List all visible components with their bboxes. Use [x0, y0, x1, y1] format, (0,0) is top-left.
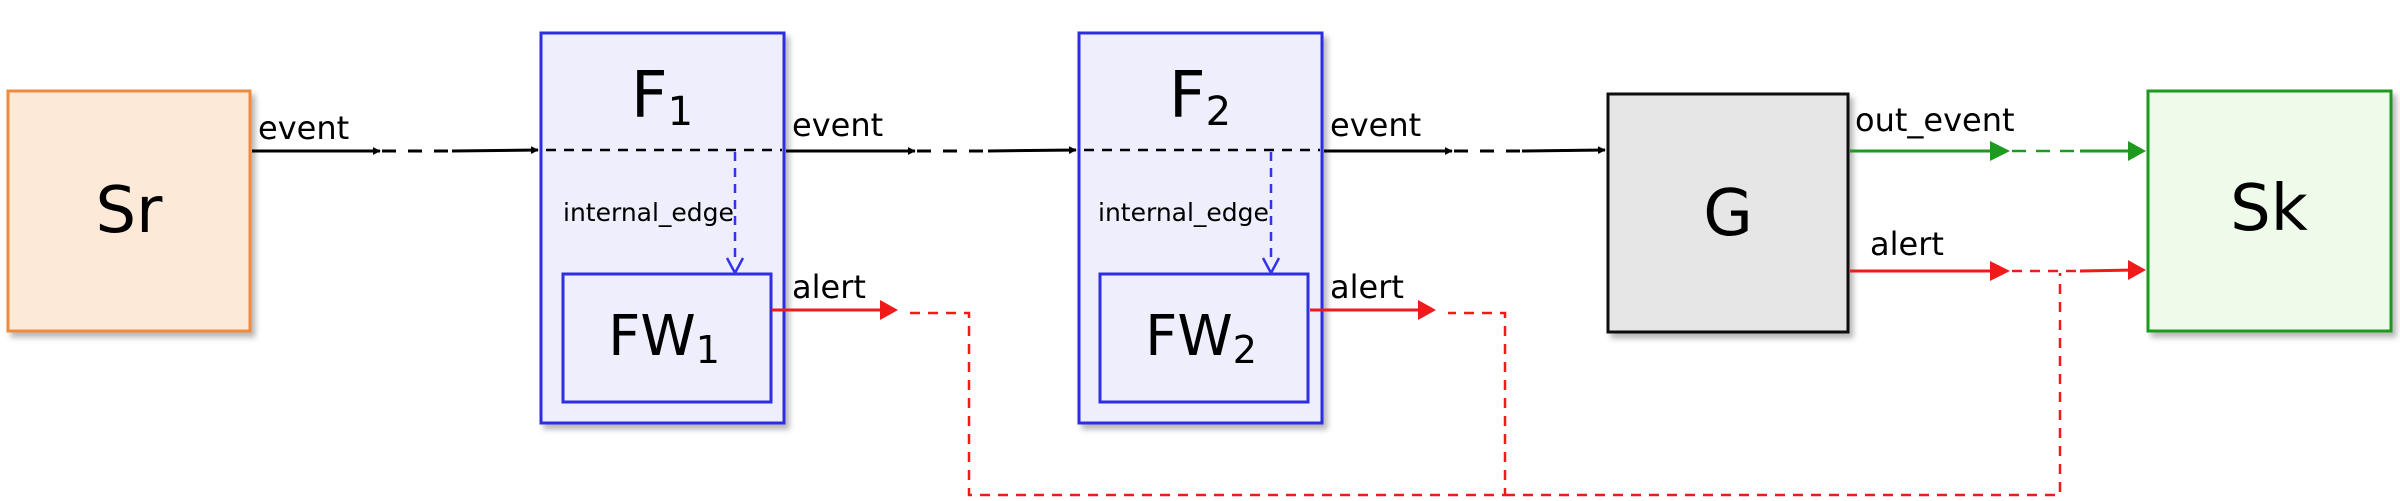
edge-g-sk-alert-end-head: [2128, 260, 2146, 280]
fw1-label: FW1: [608, 304, 720, 372]
edge-g-sk-out: [1850, 141, 2146, 161]
fw2-box: [1098, 272, 1310, 404]
edge-f1-f2-label: event: [792, 106, 883, 144]
gate-label: G: [1703, 177, 1753, 251]
edge-f2-internal-label: internal_edge: [1098, 198, 1269, 227]
edge-sr-f1-end: [451, 146, 539, 155]
edge-fw2-alert: [1310, 300, 1436, 320]
fw2-label-sub: 2: [1233, 328, 1257, 372]
filter1-label-sub: 1: [668, 89, 693, 135]
edge-g-sk-out-end-head: [2128, 141, 2146, 161]
filter1-label-main: F: [631, 59, 668, 133]
edge-fw1-alert: [772, 300, 898, 320]
fw1-label-sub: 1: [696, 328, 720, 372]
fw2-label: FW2: [1145, 304, 1257, 372]
sink-label: Sk: [2230, 172, 2308, 246]
edge-f2-internal-head: [1261, 257, 1281, 276]
edge-f2-g-label: event: [1330, 106, 1421, 144]
edge-g-sk-alert-head: [1990, 261, 2010, 281]
filter1-label: F1: [631, 59, 693, 135]
sink-node: Sk: [2146, 89, 2393, 333]
edge-sr-f1: [252, 146, 539, 155]
edge-f1-internal-head: [725, 257, 745, 276]
source-label: Sr: [96, 174, 164, 248]
edge-sr-f1-label: event: [258, 109, 349, 147]
edge-fw2-alert-label: alert: [1330, 268, 1404, 306]
alert-merge-dashed-path: [910, 273, 2062, 497]
gate-box: [1606, 92, 1850, 334]
edge-g-sk-alert-end: [2079, 268, 2137, 273]
filter1-node: F1 FW1: [539, 31, 786, 425]
edge-f1-f2-end: [987, 146, 1077, 155]
filter2-label-sub: 2: [1206, 89, 1231, 135]
edge-f1-internal: [725, 152, 745, 276]
edge-fw2-alert-head: [1418, 300, 1436, 320]
filter2-label-main: F: [1169, 59, 1206, 133]
fw1-label-main: FW: [608, 304, 696, 369]
filter2-label: F2: [1169, 59, 1231, 135]
edge-g-sk-alert: [1850, 260, 2146, 281]
edge-fw1-alert-label: alert: [792, 268, 866, 306]
edge-g-sk-alert-label: alert: [1870, 225, 1944, 263]
edge-f2-g-end: [1521, 146, 1606, 155]
edge-fw1-alert-head: [880, 300, 898, 320]
edge-g-sk-out-head: [1990, 141, 2010, 161]
filter2-node: F2 FW2: [1077, 31, 1324, 425]
edge-f1-f2: [786, 146, 1077, 155]
gate-node: G: [1606, 92, 1850, 334]
edge-g-sk-out-label: out_event: [1855, 101, 2015, 139]
sink-box: [2146, 89, 2393, 333]
source-box: [6, 89, 252, 333]
edge-f2-internal: [1261, 152, 1281, 276]
source-node: Sr: [6, 89, 252, 333]
edge-f2-g: [1324, 146, 1606, 155]
fw2-label-main: FW: [1145, 304, 1233, 369]
fw1-box: [561, 272, 773, 404]
edge-f1-internal-label: internal_edge: [563, 198, 734, 227]
